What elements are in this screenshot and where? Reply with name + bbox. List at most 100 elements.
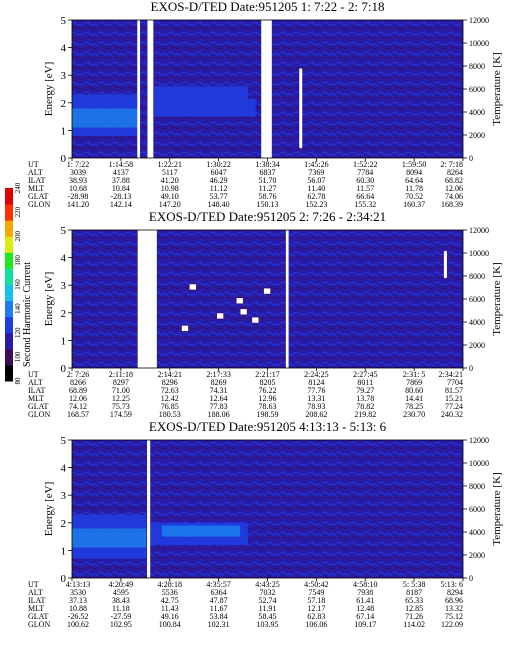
table-row-name: GLON bbox=[28, 410, 50, 419]
y-tick-label: 5 bbox=[61, 225, 67, 237]
y2-tick-label: 6000 bbox=[469, 505, 485, 514]
y2-tick-label: 0 bbox=[469, 364, 473, 373]
y2-tick-label: 10000 bbox=[469, 249, 489, 258]
table-cell: 198.59 bbox=[257, 410, 279, 419]
table-row-name: UT bbox=[28, 160, 39, 169]
colorbar-tick-label: 180 bbox=[14, 255, 22, 266]
table-cell: 11.18 bbox=[112, 604, 130, 613]
colorbar-swatch bbox=[5, 188, 13, 205]
table-cell: 109.17 bbox=[354, 620, 376, 629]
y-axis-label: Energy [eV] bbox=[43, 62, 55, 116]
table-cell: 6364 bbox=[211, 588, 227, 597]
table-cell: 219.82 bbox=[354, 410, 376, 419]
table-cell: 147.20 bbox=[159, 200, 181, 209]
table-cell: 10.98 bbox=[161, 184, 179, 193]
table-cell: 81.57 bbox=[445, 386, 463, 395]
table-cell: 72.63 bbox=[161, 386, 179, 395]
panel-title: EXOS-D/TED Date:951205 2: 7:26 - 2:34:21 bbox=[149, 209, 386, 224]
table-cell: 75.73 bbox=[112, 402, 130, 411]
table-cell: 8297 bbox=[113, 378, 129, 387]
y2-tick-label: 12000 bbox=[469, 16, 489, 25]
table-cell: 10.68 bbox=[69, 184, 87, 193]
table-row-name: MLT bbox=[28, 604, 44, 613]
table-cell: 11.67 bbox=[210, 604, 228, 613]
colorbar: 80 100 120 140 160 180 200 220 240 Second Harmoni… bbox=[5, 182, 33, 385]
temperature-point bbox=[216, 312, 224, 320]
table-cell: 51.70 bbox=[259, 176, 277, 185]
y2-tick-label: 4000 bbox=[469, 528, 485, 537]
table-cell: 8094 bbox=[406, 168, 422, 177]
y-tick-label: 3 bbox=[61, 280, 67, 292]
table-cell: 4:58:10 bbox=[353, 580, 377, 589]
table-cell: 61.41 bbox=[356, 596, 374, 605]
table-row-name: MLT bbox=[28, 394, 44, 403]
table-cell: 4595 bbox=[113, 588, 129, 597]
table-cell: 13.32 bbox=[445, 604, 463, 613]
spectrogram-band bbox=[72, 547, 147, 559]
table-cell: 4:20:49 bbox=[109, 580, 133, 589]
table-cell: 6047 bbox=[211, 168, 227, 177]
table-cell: 4:13:13 bbox=[66, 580, 90, 589]
table-cell: -28.98 bbox=[68, 192, 89, 201]
y2-tick-label: 6000 bbox=[469, 85, 485, 94]
spectrogram-band bbox=[154, 98, 256, 117]
table-row-name: GLON bbox=[28, 620, 50, 629]
table-row-name: ILAT bbox=[28, 386, 45, 395]
y-tick-label: 1 bbox=[61, 125, 67, 137]
table-cell: 77.76 bbox=[307, 386, 325, 395]
colorbar-tick-label: 240 bbox=[14, 182, 22, 193]
table-cell: 100.84 bbox=[159, 620, 181, 629]
y2-tick-label: 12000 bbox=[469, 226, 489, 235]
table-cell: 4:50:42 bbox=[304, 580, 328, 589]
table-cell: 1:30:22 bbox=[206, 160, 230, 169]
table-cell: 11.57 bbox=[356, 184, 374, 193]
table-cell: 2:11:18 bbox=[109, 370, 133, 379]
table-cell: 78.93 bbox=[307, 402, 325, 411]
table-cell: 62.78 bbox=[307, 192, 325, 201]
y2-tick-label: 6000 bbox=[469, 295, 485, 304]
table-cell: 8187 bbox=[406, 588, 422, 597]
table-cell: 77.24 bbox=[445, 402, 463, 411]
colorbar-tick-label: 220 bbox=[14, 206, 22, 217]
table-cell: 11.12 bbox=[210, 184, 228, 193]
table-cell: 12.06 bbox=[445, 184, 463, 193]
table-cell: 12.25 bbox=[112, 394, 130, 403]
colorbar-tick-label: 120 bbox=[14, 327, 22, 338]
data-gap bbox=[147, 440, 151, 578]
table-cell: 74.06 bbox=[445, 192, 463, 201]
y2-tick-label: 4000 bbox=[469, 318, 485, 327]
table-cell: 1:52:22 bbox=[353, 160, 377, 169]
table-cell: 42.75 bbox=[161, 596, 179, 605]
spectrogram-band bbox=[72, 94, 139, 109]
spectrogram-band bbox=[161, 525, 241, 537]
table-cell: 1:45:26 bbox=[304, 160, 328, 169]
table-cell: 78.82 bbox=[356, 402, 374, 411]
table-cell: 37.88 bbox=[112, 176, 130, 185]
table-row-name: MLT bbox=[28, 184, 44, 193]
table-cell: 180.53 bbox=[159, 410, 181, 419]
table-cell: 2:34:21 bbox=[439, 370, 463, 379]
temperature-point bbox=[189, 283, 197, 291]
y-tick-label: 0 bbox=[61, 363, 67, 375]
table-cell: 76.22 bbox=[259, 386, 277, 395]
table-cell: 155.32 bbox=[354, 200, 376, 209]
table-cell: 7784 bbox=[357, 168, 373, 177]
table-cell: 4:28:18 bbox=[158, 580, 182, 589]
colorbar-swatch bbox=[5, 332, 13, 350]
colorbar-swatch bbox=[5, 284, 13, 302]
table-cell: 174.59 bbox=[110, 410, 132, 419]
table-cell: 11.40 bbox=[308, 184, 326, 193]
table-cell: 38.93 bbox=[69, 176, 87, 185]
table-cell: 11.27 bbox=[259, 184, 277, 193]
spectrogram-band bbox=[154, 86, 248, 99]
temperature-point bbox=[263, 287, 271, 295]
table-cell: 56.07 bbox=[307, 176, 325, 185]
table-cell: 106.06 bbox=[305, 620, 327, 629]
table-cell: 1:14:58 bbox=[109, 160, 133, 169]
table-cell: 7032 bbox=[260, 588, 276, 597]
table-cell: 67.14 bbox=[356, 612, 374, 621]
colorbar-swatch bbox=[5, 220, 13, 237]
table-cell: 68.96 bbox=[445, 596, 463, 605]
table-cell: 5:13: 6 bbox=[441, 580, 463, 589]
y2-tick-label: 8000 bbox=[469, 482, 485, 491]
